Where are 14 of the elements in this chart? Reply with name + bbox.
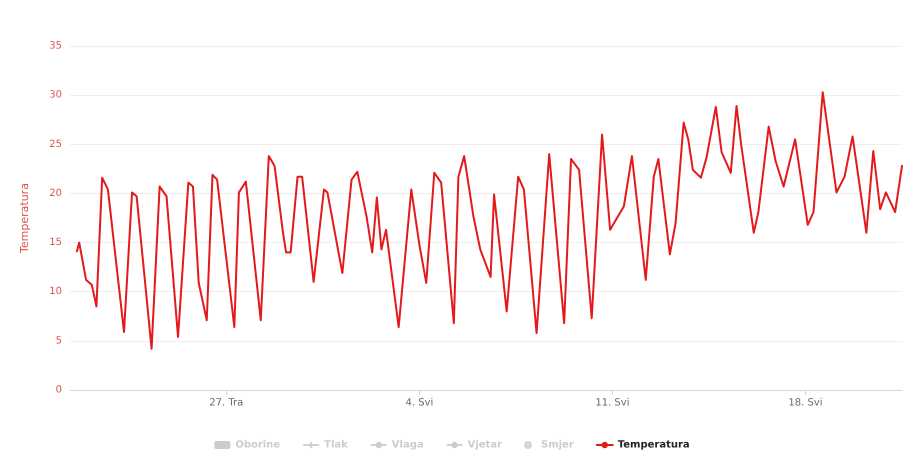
x-tick-label: 27. Tra — [209, 398, 244, 408]
y-tick-label: 15 — [49, 237, 62, 248]
y-tick-label: 35 — [49, 40, 62, 52]
x-tick-label: 18. Svi — [788, 398, 823, 408]
y-tick-label: 20 — [49, 188, 62, 199]
y-axis-title: Temperatura — [18, 183, 31, 254]
y-tick-label: 25 — [49, 138, 62, 150]
x-tick-label: 4. Svi — [405, 398, 434, 408]
y-tick-label: 5 — [56, 335, 62, 346]
x-tick-label: 11. Svi — [595, 398, 630, 408]
y-tick-label: 0 — [56, 384, 62, 396]
y-tick-label: 30 — [49, 90, 62, 101]
y-tick-label: 10 — [49, 286, 62, 298]
legend-label: Temperatura — [618, 440, 690, 450]
